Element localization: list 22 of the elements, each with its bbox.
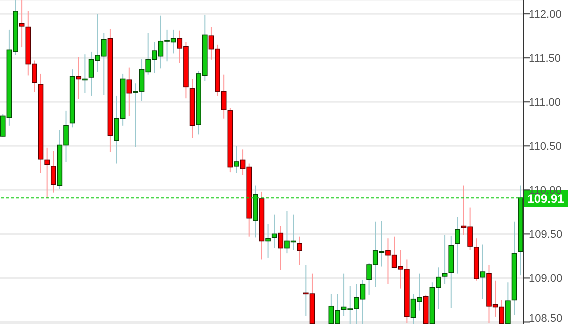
candlestick [480, 244, 486, 300]
y-tick-label: 109.50 [529, 229, 563, 242]
candlestick [278, 226, 284, 271]
y-tick-label: 112.00 [529, 9, 562, 22]
y-tick-label: 111.50 [529, 53, 562, 66]
candlestick [455, 216, 460, 274]
candlestick [82, 54, 88, 94]
candlestick [297, 236, 303, 266]
candlestick [76, 56, 82, 100]
candlestick [126, 67, 132, 117]
candlestick [19, 0, 25, 48]
candlestick [50, 150, 56, 194]
y-tick-label: 110.50 [529, 141, 562, 154]
candlestick [272, 214, 278, 249]
y-tick-label: 108.50 [529, 313, 563, 324]
candlestick [44, 147, 50, 199]
candlestick [266, 224, 271, 258]
y-tick-label: 109.00 [529, 273, 563, 286]
candlestick [234, 146, 240, 174]
candlestick [506, 282, 511, 324]
candlestick [442, 234, 448, 285]
y-tick-label: 111.00 [529, 97, 562, 110]
